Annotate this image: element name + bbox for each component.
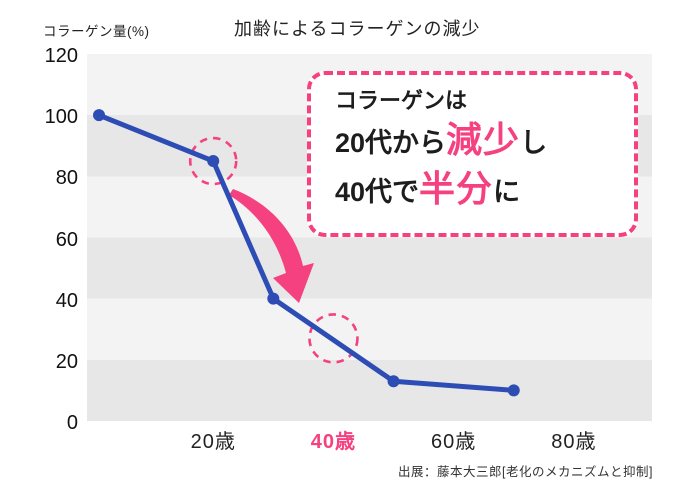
chart-title: 加齢によるコラーゲンの減少 xyxy=(234,19,481,39)
data-point xyxy=(267,292,280,305)
y-tick-label: 80 xyxy=(55,167,78,190)
y-tick-label: 0 xyxy=(66,412,78,434)
callout-text: 20代から xyxy=(335,128,447,158)
y-axis-title: コラーゲン量(%) xyxy=(43,24,150,39)
x-tick-label-40: 40歳 xyxy=(310,431,357,453)
x-tick-label-60: 60歳 xyxy=(431,431,477,453)
highlight-circle xyxy=(308,313,359,364)
y-tick-label: 100 xyxy=(44,106,78,129)
data-point xyxy=(507,384,520,397)
x-tick-label-20: 20歳 xyxy=(190,431,236,453)
data-point xyxy=(93,109,106,122)
data-point xyxy=(207,155,220,168)
source-credit: 出展：藤本大三郎[老化のメカニズムと抑制] xyxy=(398,465,653,479)
y-tick-label: 60 xyxy=(55,228,78,251)
highlight-circle xyxy=(188,136,238,186)
decline-arrow-icon xyxy=(229,189,314,303)
callout-box: コラーゲンは 20代から減少し 40代で半分に xyxy=(307,71,638,237)
callout-line-3: 40代で半分に xyxy=(335,166,634,215)
callout-emphasis-decrease: 減少 xyxy=(446,119,521,160)
y-tick-label: 40 xyxy=(55,289,78,312)
callout-text: に xyxy=(493,177,521,207)
y-tick-label: 20 xyxy=(55,350,78,373)
callout-emphasis-half: 半分 xyxy=(419,168,494,209)
callout-line-2: 20代から減少し xyxy=(335,117,634,166)
callout-text: コラーゲンは xyxy=(335,88,468,113)
callout-text: 40代で xyxy=(335,177,420,207)
callout-line-1: コラーゲンは xyxy=(335,85,634,117)
y-tick-label: 120 xyxy=(44,45,78,67)
callout-text: し xyxy=(520,128,548,158)
x-tick-label-80: 80歳 xyxy=(551,431,597,453)
data-point xyxy=(387,375,400,388)
